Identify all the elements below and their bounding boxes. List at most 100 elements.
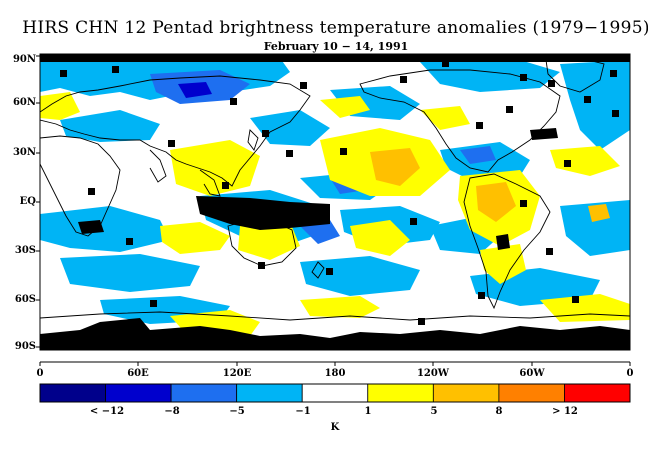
- missing-data-cell: [88, 188, 95, 195]
- missing-data-cell: [548, 80, 555, 87]
- coastline: [149, 149, 167, 183]
- missing-data-cell: [506, 106, 513, 113]
- positive-anomaly-region: [420, 106, 470, 130]
- missing-data-cell: [476, 122, 483, 129]
- map-title: HIRS CHN 12 Pentad brightness temperatur…: [22, 18, 648, 38]
- colorbar-frame: [39, 383, 631, 403]
- colorbar-swatch: [564, 383, 631, 403]
- missing-data-region: [530, 128, 558, 140]
- lon-label-180: 180: [324, 368, 346, 379]
- strong-positive-region: [588, 204, 610, 222]
- lat-label-90n: 90N: [12, 54, 36, 65]
- missing-data-cell: [520, 200, 527, 207]
- missing-data-cell: [112, 66, 119, 73]
- lat-label-60n: 60N: [12, 97, 36, 108]
- missing-data-cell: [150, 300, 157, 307]
- missing-data-cell: [400, 76, 407, 83]
- missing-data-cell: [126, 238, 133, 245]
- missing-data-cell: [230, 98, 237, 105]
- missing-data-cell: [546, 248, 553, 255]
- negative-anomaly-region: [560, 200, 630, 256]
- missing-data-cell: [60, 70, 67, 77]
- missing-data-cell: [286, 150, 293, 157]
- colorbar-swatch: [105, 383, 172, 403]
- missing-data-region: [196, 196, 330, 230]
- coastline: [40, 75, 311, 187]
- positive-anomaly-region: [40, 92, 80, 120]
- colorbar-label-2: −8: [164, 406, 180, 417]
- colorbar-unit: K: [330, 422, 340, 433]
- positive-anomaly-region: [350, 220, 410, 256]
- coastline: [199, 169, 221, 197]
- colorbar-label-7: 8: [495, 406, 503, 417]
- missing-data-cell: [584, 96, 591, 103]
- coastline: [247, 129, 259, 151]
- lon-label-120e: 120E: [222, 368, 252, 379]
- colorbar-swatch: [498, 383, 565, 403]
- missing-data-region: [496, 234, 510, 250]
- very-strong-negative-region: [178, 82, 212, 98]
- coastline: [40, 135, 121, 237]
- missing-data-cell: [262, 130, 269, 137]
- negative-anomaly-region: [420, 60, 560, 92]
- colorbar-label-6: 5: [430, 406, 438, 417]
- missing-data-cell: [418, 318, 425, 325]
- lat-label-eq: EQ: [19, 196, 36, 207]
- colorbar-swatch: [367, 383, 434, 403]
- positive-anomaly-region: [170, 140, 260, 196]
- missing-data-region: [40, 318, 630, 350]
- missing-data-cell: [564, 160, 571, 167]
- negative-anomaly-region: [560, 60, 630, 150]
- positive-anomaly-region: [320, 96, 370, 118]
- colorbar-label-3: −5: [229, 406, 245, 417]
- lat-label-60s: 60S: [14, 294, 36, 305]
- missing-data-cell: [300, 82, 307, 89]
- coastline: [545, 57, 605, 93]
- coastline: [359, 69, 561, 173]
- missing-data-cell: [612, 110, 619, 117]
- lon-label-60e: 60E: [127, 368, 149, 379]
- lon-label-0-left: 0: [36, 368, 44, 379]
- negative-anomaly-region: [40, 206, 170, 252]
- colorbar-label-8: > 12: [552, 406, 578, 417]
- lat-label-30s: 30S: [14, 245, 36, 256]
- missing-data-cell: [410, 218, 417, 225]
- lon-label-0-right: 0: [626, 368, 634, 379]
- missing-data-cell: [610, 70, 617, 77]
- strong-negative-region: [460, 146, 496, 164]
- lat-label-30n: 30N: [12, 147, 36, 158]
- missing-data-cell: [168, 140, 175, 147]
- anomaly-fields: [40, 54, 630, 350]
- lon-label-60w: 60W: [519, 368, 545, 379]
- colorbar-swatch: [432, 383, 500, 403]
- coastline: [463, 173, 551, 310]
- positive-anomaly-region: [550, 146, 620, 176]
- colorbar-label-1: < −12: [89, 406, 125, 417]
- missing-data-cell: [442, 60, 449, 67]
- positive-anomaly-region: [480, 244, 526, 284]
- colorbar-swatch: [170, 383, 238, 403]
- negative-anomaly-region: [60, 254, 200, 292]
- negative-anomaly-region: [300, 256, 420, 296]
- colorbar-swatch: [236, 383, 303, 403]
- strong-positive-region: [476, 182, 516, 222]
- map-subtitle: February 10 − 14, 1991: [263, 40, 409, 53]
- missing-data-cell: [326, 268, 333, 275]
- coastline: [311, 261, 325, 279]
- missing-data-cell: [572, 296, 579, 303]
- positive-anomaly-region: [300, 296, 380, 318]
- colorbar-label-4: −1: [295, 406, 311, 417]
- coastline: [227, 219, 297, 267]
- strong-positive-region: [370, 148, 420, 186]
- missing-data-cell: [340, 148, 347, 155]
- missing-data-region: [78, 220, 104, 234]
- colorbar-swatch: [301, 383, 369, 403]
- positive-anomaly-region: [160, 222, 230, 254]
- colorbar-swatch: [39, 383, 106, 403]
- missing-data-region: [40, 54, 630, 62]
- missing-data-cell: [222, 182, 229, 189]
- missing-data-cell: [478, 292, 485, 299]
- lon-label-120w: 120W: [416, 368, 450, 379]
- positive-anomaly-region: [238, 222, 300, 260]
